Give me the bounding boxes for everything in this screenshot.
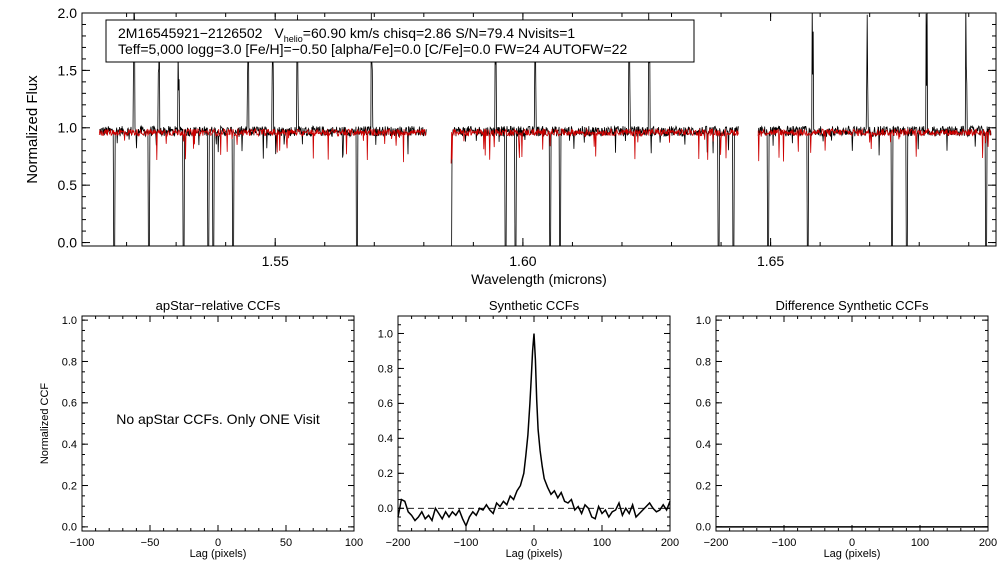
info-v-subscript: helio <box>284 34 303 44</box>
ccf-synthetic-line <box>397 333 671 528</box>
spectrum-series-model <box>98 127 427 163</box>
info-v-symbol: V <box>274 25 284 41</box>
spectrum-ytick-label: 1.0 <box>58 120 78 136</box>
ccf_difference-xtick-label: −100 <box>772 537 797 549</box>
ccf_synthetic-panel: −200 −100 0 100 200 0.0 0.2 0.4 0.6 0.8 1.0 Synthet… <box>378 298 679 560</box>
spectrum-ytick-label: 0.0 <box>58 234 78 250</box>
ccf_synthetic-ytick-label: 0.4 <box>378 433 393 445</box>
spectrum-xtick-label: 1.60 <box>509 253 536 269</box>
ccf_synthetic-title: Synthetic CCFs <box>489 298 580 313</box>
ccf-apstar-message: No apStar CCFs. Only ONE Visit <box>116 411 320 427</box>
ccf_apstar-ytick-label: 0.8 <box>62 356 77 368</box>
info-box-frame <box>105 19 695 63</box>
spectrum-ytick-label: 2.0 <box>58 5 78 21</box>
ccf_difference-ytick-label: 0.6 <box>696 398 711 410</box>
ccf_apstar-xtick-label: 0 <box>215 537 221 549</box>
ccf_synthetic-xtick-label: −100 <box>454 537 479 549</box>
ccf_difference-ytick-label: 0.0 <box>696 522 711 534</box>
ccf_synthetic-ytick-label: 0.6 <box>378 398 393 410</box>
ccf_synthetic-ytick-label: 0.0 <box>378 503 393 515</box>
ccf_difference-frame <box>715 315 989 532</box>
spectrum-xtick-label: 1.55 <box>262 253 289 269</box>
info-line-1-rest: =60.90 km/s chisq=2.86 S/N=79.4 Nvisits=… <box>303 25 576 41</box>
ccf_difference-ytick-label: 0.8 <box>696 356 711 368</box>
ccf_difference-ytick-label: 0.2 <box>696 480 711 492</box>
spectrum-series-model <box>450 127 739 164</box>
ccf_synthetic-xtick-label: −200 <box>386 537 411 549</box>
ccf_apstar-xtick-label: −100 <box>70 537 95 549</box>
ccf_difference-panel: −200 −100 0 100 200 0.0 0.2 0.4 0.6 0.8 1.0 Differe… <box>696 298 997 560</box>
spectrum-lines <box>98 13 992 246</box>
spectrum-ytick-label: 0.5 <box>58 177 78 193</box>
ccf_apstar-xtick-label: 50 <box>280 537 292 549</box>
spectrum-info-box: 2M16545921−2126502 Vhelio=60.90 km/s chis… <box>105 19 695 63</box>
ccf_synthetic-frame <box>397 315 671 532</box>
info-line-2: Teff=5,000 logg=3.0 [Fe/H]=−0.50 [alpha/… <box>118 41 627 57</box>
ccf_apstar-ytick-label: 0.0 <box>62 522 77 534</box>
spectrum-xtick-label: 1.65 <box>757 253 784 269</box>
ccf_synthetic-xtick-label: 200 <box>661 537 679 549</box>
ccf_difference-xtick-label: 200 <box>979 537 997 549</box>
ccf_synthetic-ytick-label: 1.0 <box>378 328 393 340</box>
ccf_apstar-ylabel: Normalized CCF <box>39 383 51 465</box>
ccf_synthetic-xtick-label: 0 <box>531 537 537 549</box>
ccf_apstar-xlabel: Lag (pixels) <box>190 548 247 560</box>
ccf_synthetic-ytick-label: 0.2 <box>378 468 393 480</box>
ccf_apstar-ytick-label: 0.4 <box>62 439 77 451</box>
ccf_difference-title: Difference Synthetic CCFs <box>776 298 929 313</box>
ccf_difference-ytick-label: 0.4 <box>696 439 711 451</box>
ccf_apstar-xtick-label: 100 <box>345 537 363 549</box>
ccf_difference-xtick-label: 0 <box>849 537 855 549</box>
ccf_apstar-xtick-label: −50 <box>141 537 160 549</box>
spectrum-series-observed <box>757 13 992 246</box>
ccf_synthetic-ytick-label: 0.8 <box>378 363 393 375</box>
ccf_apstar-title: apStar−relative CCFs <box>156 298 281 313</box>
info-line-1: 2M16545921−2126502 Vhelio=60.90 km/s chis… <box>118 25 575 44</box>
ccf_apstar-ytick-label: 1.0 <box>62 315 77 327</box>
spectrum-ytick-label: 1.5 <box>58 62 78 78</box>
ccf_apstar-ytick-label: 0.2 <box>62 480 77 492</box>
ccf_synthetic-xtick-label: 100 <box>593 537 611 549</box>
spectrum-xlabel: Wavelength (microns) <box>471 271 607 287</box>
spectrum-ylabel: Normalized Flux <box>24 75 41 184</box>
spectrum-frame <box>81 12 997 247</box>
ccf_apstar-panel: −100 −50 0 50 100 0.0 0.2 0.4 0.6 0.8 1.0 apStar−re… <box>39 298 363 560</box>
spectrum-panel: 1.55 1.60 1.65 0.0 0.5 1.0 1.5 2.0 Wavelength (m… <box>24 5 997 287</box>
ccf_difference-xtick-label: −200 <box>704 537 729 549</box>
ccf_apstar-ytick-label: 0.6 <box>62 398 77 410</box>
ccf_difference-ytick-label: 1.0 <box>696 315 711 327</box>
spectrum-series-model <box>757 127 992 162</box>
info-star-id: 2M16545921−2126502 <box>118 25 263 41</box>
ccf_synthetic-xlabel: Lag (pixels) <box>506 548 563 560</box>
ccf_difference-xtick-label: 100 <box>911 537 929 549</box>
ccf_difference-xlabel: Lag (pixels) <box>824 548 881 560</box>
